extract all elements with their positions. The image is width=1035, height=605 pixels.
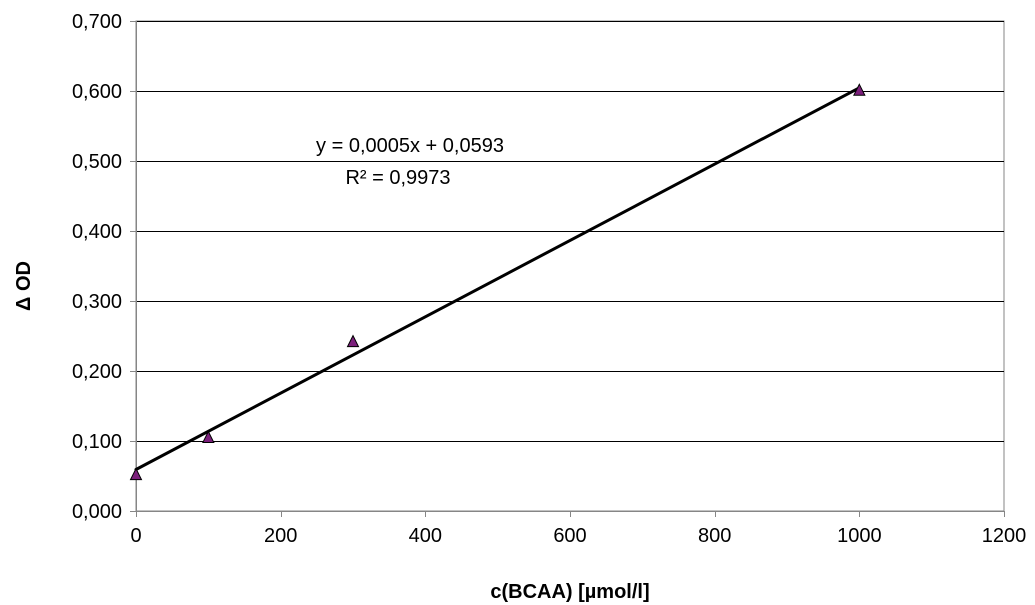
- data-point-marker: [129, 467, 143, 481]
- trendline: [134, 86, 861, 471]
- axes: [130, 21, 1005, 517]
- x-axis-title: c(BCAA) [µmol/l]: [490, 581, 649, 603]
- y-tick-label: 0,400: [72, 221, 122, 243]
- trendline-r-squared: R² = 0,9973: [345, 167, 450, 189]
- y-axis-title: Δ OD: [13, 261, 35, 311]
- y-tick-label: 0,100: [72, 431, 122, 453]
- tick-labels: 0,000 0,100 0,200 0,300 0,400 0,500 0,600 0,700…: [72, 11, 1026, 547]
- y-tick-label: 0,600: [72, 81, 122, 103]
- x-tick-label: 400: [409, 525, 442, 547]
- data-point-marker: [346, 334, 360, 348]
- gridlines: [136, 21, 1004, 442]
- trendline-layer: [134, 86, 861, 471]
- data-point-marker: [853, 83, 866, 96]
- data-points: [129, 83, 866, 481]
- y-tick-label: 0,200: [72, 361, 122, 383]
- trendline-equation: y = 0,0005x + 0,0593: [316, 135, 504, 157]
- x-tick-label: 1000: [837, 525, 882, 547]
- plot-area: [135, 20, 1005, 512]
- y-tick-label: 0,500: [72, 151, 122, 173]
- x-tick-label: 0: [130, 525, 141, 547]
- data-point-marker: [202, 430, 215, 443]
- y-tick-label: 0,700: [72, 11, 122, 33]
- x-tick-label: 600: [553, 525, 586, 547]
- y-tick-label: 0,300: [72, 291, 122, 313]
- x-tick-label: 1200: [982, 525, 1027, 547]
- y-tick-label: 0,000: [72, 501, 122, 523]
- x-tick-label: 800: [698, 525, 731, 547]
- x-tick-label: 200: [264, 525, 297, 547]
